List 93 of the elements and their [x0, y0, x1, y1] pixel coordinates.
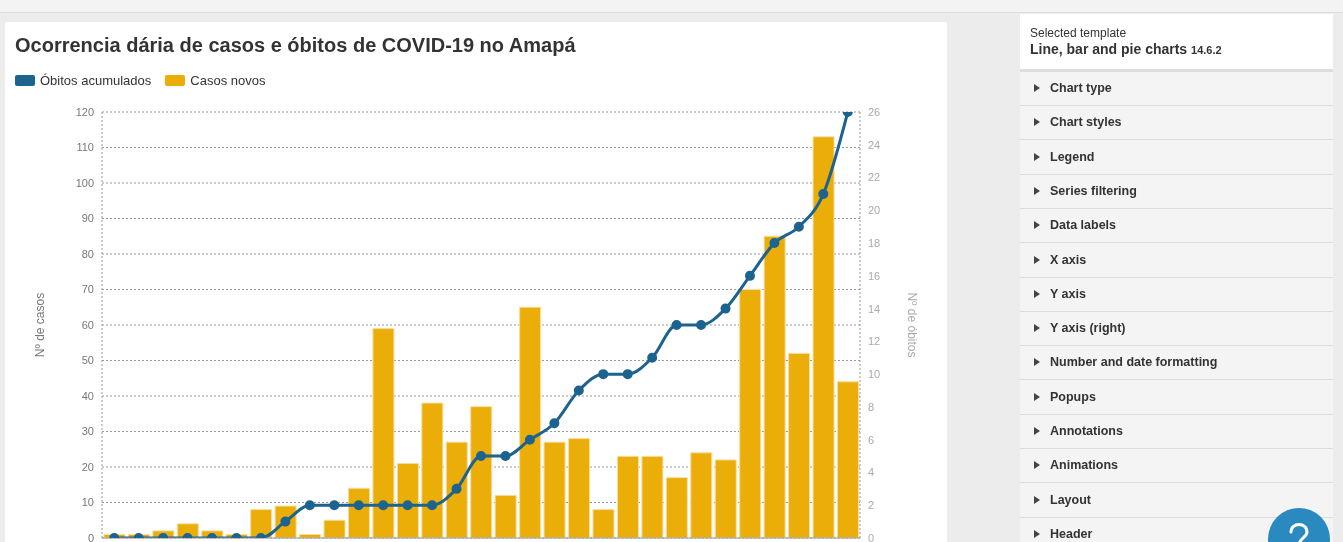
text: Chart styles [1050, 115, 1122, 130]
point [622, 369, 633, 380]
point [329, 500, 340, 511]
y2-tick-label: 10 [868, 368, 881, 381]
bar [592, 509, 615, 538]
bar [445, 441, 468, 538]
y-tick-label: 30 [81, 425, 94, 438]
text: Annotations [1050, 424, 1123, 438]
y-tick-label: 0 [87, 531, 94, 542]
point [696, 320, 707, 330]
text: Series filtering [1050, 183, 1137, 198]
bar [250, 509, 273, 538]
point [818, 188, 829, 199]
y2-tick-label: 18 [868, 236, 881, 249]
point [671, 320, 682, 330]
bar [470, 406, 493, 538]
y-tick-label: 10 [81, 496, 94, 509]
y2-tick-label: 4 [868, 466, 875, 479]
point [304, 500, 315, 511]
text: Number and date formatting [1050, 355, 1218, 370]
y2-tick-label: 6 [868, 433, 875, 446]
point [769, 238, 780, 249]
bar [665, 477, 688, 538]
y-axis-title: Nº de casos [33, 292, 48, 358]
point [500, 451, 511, 462]
point [598, 369, 609, 380]
bar [494, 494, 517, 538]
y2-tick-label: 16 [868, 269, 881, 282]
point [744, 270, 755, 281]
bar [714, 459, 737, 538]
legend-label: Óbitos acumulados [40, 73, 152, 88]
bar [568, 438, 591, 538]
y-tick-label: 80 [81, 247, 94, 260]
bar [543, 441, 566, 538]
bar [641, 455, 664, 538]
y-tick-label: 90 [81, 212, 94, 225]
point [720, 303, 731, 314]
bar [690, 452, 713, 538]
y2-axis-title: Nº de óbitos [904, 292, 919, 358]
point [378, 500, 389, 511]
text: Animations [1050, 458, 1119, 473]
text: Header [1050, 526, 1093, 541]
bar [763, 235, 786, 538]
bar [788, 352, 811, 538]
y-tick-label: 120 [75, 105, 94, 118]
text: Layout [1050, 492, 1091, 507]
bar [372, 328, 395, 538]
text: Popups [1050, 389, 1096, 404]
text: 14.6.2 [1191, 44, 1222, 56]
legend-label: Casos novos [190, 73, 266, 88]
y2-tick-label: 22 [868, 171, 881, 184]
point [402, 500, 413, 511]
y2-tick-label: 20 [868, 204, 881, 217]
text: Chart type [1050, 81, 1112, 95]
y-tick-label: 50 [81, 354, 94, 367]
bar [739, 289, 762, 538]
text: X axis [1050, 252, 1087, 267]
y-tick-label: 60 [81, 318, 94, 331]
point [476, 451, 486, 462]
point [353, 500, 364, 511]
bar [616, 455, 639, 538]
y2-tick-label: 14 [868, 302, 881, 315]
y2-tick-label: 8 [868, 400, 875, 413]
point [573, 385, 584, 396]
point [549, 418, 560, 429]
bar [396, 462, 419, 538]
bar [421, 402, 444, 538]
text: Selected template [1030, 26, 1127, 40]
point [793, 221, 804, 232]
bar [837, 381, 859, 538]
y-tick-label: 40 [81, 389, 94, 402]
text: Y axis (right) [1050, 321, 1126, 336]
bar [323, 519, 346, 538]
y-tick-label: 70 [81, 283, 94, 296]
y-tick-label: 100 [75, 176, 94, 189]
text: Y axis [1050, 286, 1086, 301]
y2-tick-label: 0 [868, 531, 875, 542]
y2-tick-label: 2 [868, 499, 875, 512]
point [524, 434, 535, 445]
y2-tick-label: 26 [868, 105, 881, 118]
bar [812, 136, 835, 538]
y2-tick-label: 24 [868, 138, 881, 151]
point [451, 483, 462, 494]
bar [519, 306, 542, 538]
point [647, 352, 658, 363]
text: Data labels [1050, 218, 1117, 233]
chart-title: Ocorrencia dária de casos e óbitos de COVID-19 no Amapá [15, 34, 576, 57]
y2-tick-label: 12 [868, 335, 881, 348]
point [427, 500, 438, 511]
y-tick-label: 20 [81, 460, 94, 473]
y-tick-label: 110 [76, 141, 94, 154]
text: Line, bar and pie charts [1030, 41, 1188, 57]
text: Legend [1050, 149, 1095, 164]
